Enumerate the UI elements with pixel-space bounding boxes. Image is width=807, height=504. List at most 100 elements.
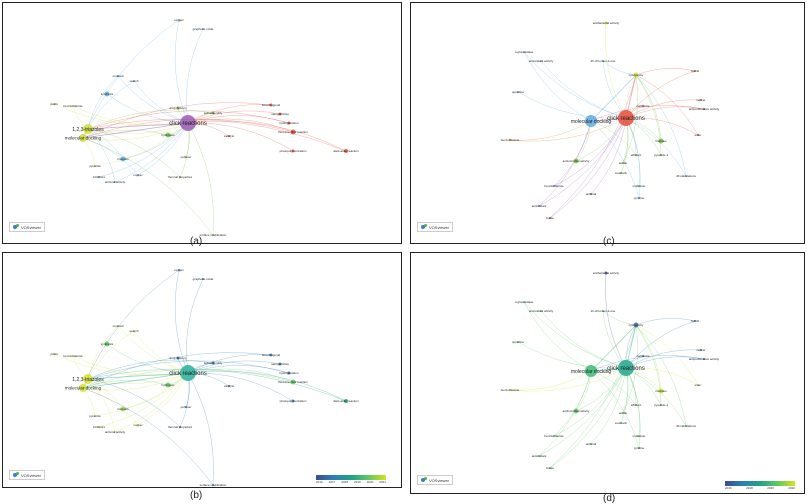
keyword-label[interactable]: diels-alder reaction xyxy=(333,149,359,153)
keyword-label[interactable]: hydrogenation xyxy=(279,371,298,375)
keyword-node[interactable] xyxy=(700,349,702,351)
keyword-label[interactable]: benzothiazole xyxy=(501,138,520,142)
keyword-label[interactable]: catalyst xyxy=(224,384,234,388)
keyword-label[interactable]: cytotoxicity xyxy=(629,323,644,327)
keyword-node[interactable] xyxy=(180,115,196,131)
network-map-b[interactable]: click reactions 1,2,3-triazoles molecular … xyxy=(3,253,401,487)
keyword-node[interactable] xyxy=(79,134,87,142)
keyword-label[interactable]: search xyxy=(129,79,138,83)
keyword-node[interactable] xyxy=(622,162,624,164)
keyword-node[interactable] xyxy=(660,154,662,156)
keyword-label[interactable]: amide xyxy=(619,411,628,415)
keyword-label[interactable]: mustard xyxy=(113,324,124,328)
keyword-node[interactable] xyxy=(211,111,215,115)
keyword-node[interactable] xyxy=(178,269,180,271)
keyword-node[interactable] xyxy=(618,110,634,126)
keyword-label[interactable]: carbazole xyxy=(636,104,649,108)
keyword-node[interactable] xyxy=(180,365,196,381)
keyword-label[interactable]: thermal properties xyxy=(168,175,193,179)
keyword-label[interactable]: search xyxy=(129,329,138,333)
keyword-node[interactable] xyxy=(642,105,644,107)
keyword-node[interactable] xyxy=(658,138,664,144)
keyword-label[interactable]: copper xyxy=(133,173,142,177)
keyword-node[interactable] xyxy=(602,310,604,312)
keyword-node[interactable] xyxy=(635,154,637,156)
keyword-node[interactable] xyxy=(633,72,639,78)
keyword-label[interactable]: 2h-chromen-2-one xyxy=(591,309,616,313)
keyword-label[interactable]: 1,2,3-triazoles xyxy=(72,377,104,383)
keyword-node[interactable] xyxy=(83,374,93,384)
keyword-node[interactable] xyxy=(585,115,597,127)
keyword-node[interactable] xyxy=(697,384,699,386)
keyword-label[interactable]: cytotoxicity xyxy=(629,73,644,77)
keyword-label[interactable]: coumarin xyxy=(615,171,628,175)
keyword-label[interactable]: molecular docking xyxy=(65,386,102,391)
keyword-label[interactable]: bioorthogonal xyxy=(262,103,281,107)
keyword-label[interactable]: thermal properties xyxy=(168,425,193,429)
keyword-label[interactable]: pyrazole xyxy=(89,414,101,418)
keyword-label[interactable]: synthesis xyxy=(101,92,114,96)
keyword-label[interactable]: hydrogenation xyxy=(279,121,298,125)
keyword-label[interactable]: antioxidant xyxy=(532,454,547,458)
keyword-label[interactable]: coumarin xyxy=(615,421,628,425)
keyword-node[interactable] xyxy=(703,358,705,360)
keyword-node[interactable] xyxy=(590,443,592,445)
keyword-label[interactable]: triazoles xyxy=(655,389,667,393)
keyword-label[interactable]: benzimidazole xyxy=(63,104,83,108)
keyword-node[interactable] xyxy=(290,379,296,385)
keyword-node[interactable] xyxy=(94,165,96,167)
keyword-node[interactable] xyxy=(98,426,100,428)
keyword-label[interactable]: catalyst xyxy=(224,134,234,138)
keyword-node[interactable] xyxy=(53,353,55,355)
keyword-node[interactable] xyxy=(228,135,230,137)
keyword-label[interactable]: surface modification xyxy=(200,233,227,237)
keyword-label[interactable]: polymer xyxy=(181,155,192,159)
keyword-node[interactable] xyxy=(120,406,126,412)
keyword-label[interactable]: pyridine xyxy=(634,446,645,450)
keyword-node[interactable] xyxy=(549,467,551,469)
keyword-node[interactable] xyxy=(178,19,180,21)
keyword-node[interactable] xyxy=(509,139,511,141)
keyword-label[interactable]: quinoline xyxy=(512,90,524,94)
keyword-label[interactable]: molecular docking xyxy=(65,136,102,141)
keyword-label[interactable]: antioxidant xyxy=(532,204,547,208)
keyword-label[interactable]: pyrazole-4 xyxy=(654,153,668,157)
keyword-node[interactable] xyxy=(635,404,637,406)
keyword-label[interactable]: antiviral xyxy=(586,442,597,446)
keyword-label[interactable]: yields xyxy=(50,102,58,106)
keyword-node[interactable] xyxy=(694,70,696,72)
keyword-node[interactable] xyxy=(269,103,273,107)
keyword-node[interactable] xyxy=(573,158,579,164)
keyword-label[interactable]: nanoparticles xyxy=(271,362,289,366)
keyword-node[interactable] xyxy=(278,362,282,366)
keyword-label[interactable]: antimicrobial activity xyxy=(563,409,590,413)
keyword-label[interactable]: imidazole xyxy=(633,184,646,188)
keyword-label[interactable]: antiviral xyxy=(586,192,597,196)
keyword-node[interactable] xyxy=(212,484,214,486)
keyword-label[interactable]: graphene oxide xyxy=(193,277,214,281)
keyword-label[interactable]: self-assembly xyxy=(204,111,223,115)
keyword-label[interactable]: triazoles xyxy=(117,157,129,161)
keyword-node[interactable] xyxy=(523,51,525,53)
keyword-node[interactable] xyxy=(291,149,295,153)
keyword-node[interactable] xyxy=(137,424,139,426)
keyword-label[interactable]: inhibitors xyxy=(93,175,106,179)
keyword-node[interactable] xyxy=(114,431,116,433)
keyword-label[interactable]: hybrid xyxy=(691,69,700,73)
keyword-label[interactable]: hydrogels xyxy=(161,133,175,137)
keyword-label[interactable]: α-glucosidase xyxy=(515,300,534,304)
keyword-label[interactable]: photopolymerization xyxy=(280,399,307,403)
keyword-label[interactable]: indole xyxy=(546,466,554,470)
keyword-label[interactable]: dft calculations xyxy=(676,174,696,178)
keyword-label[interactable]: photopolymerization xyxy=(280,149,307,153)
keyword-label[interactable]: synthesis xyxy=(101,342,114,346)
keyword-node[interactable] xyxy=(176,356,180,360)
keyword-node[interactable] xyxy=(202,28,204,30)
keyword-label[interactable]: molecular docking xyxy=(571,369,612,375)
keyword-node[interactable] xyxy=(117,325,119,327)
keyword-node[interactable] xyxy=(553,185,555,187)
keyword-label[interactable]: hybrid xyxy=(691,319,700,323)
keyword-node[interactable] xyxy=(98,176,100,178)
keyword-node[interactable] xyxy=(658,388,664,394)
keyword-node[interactable] xyxy=(517,91,519,93)
